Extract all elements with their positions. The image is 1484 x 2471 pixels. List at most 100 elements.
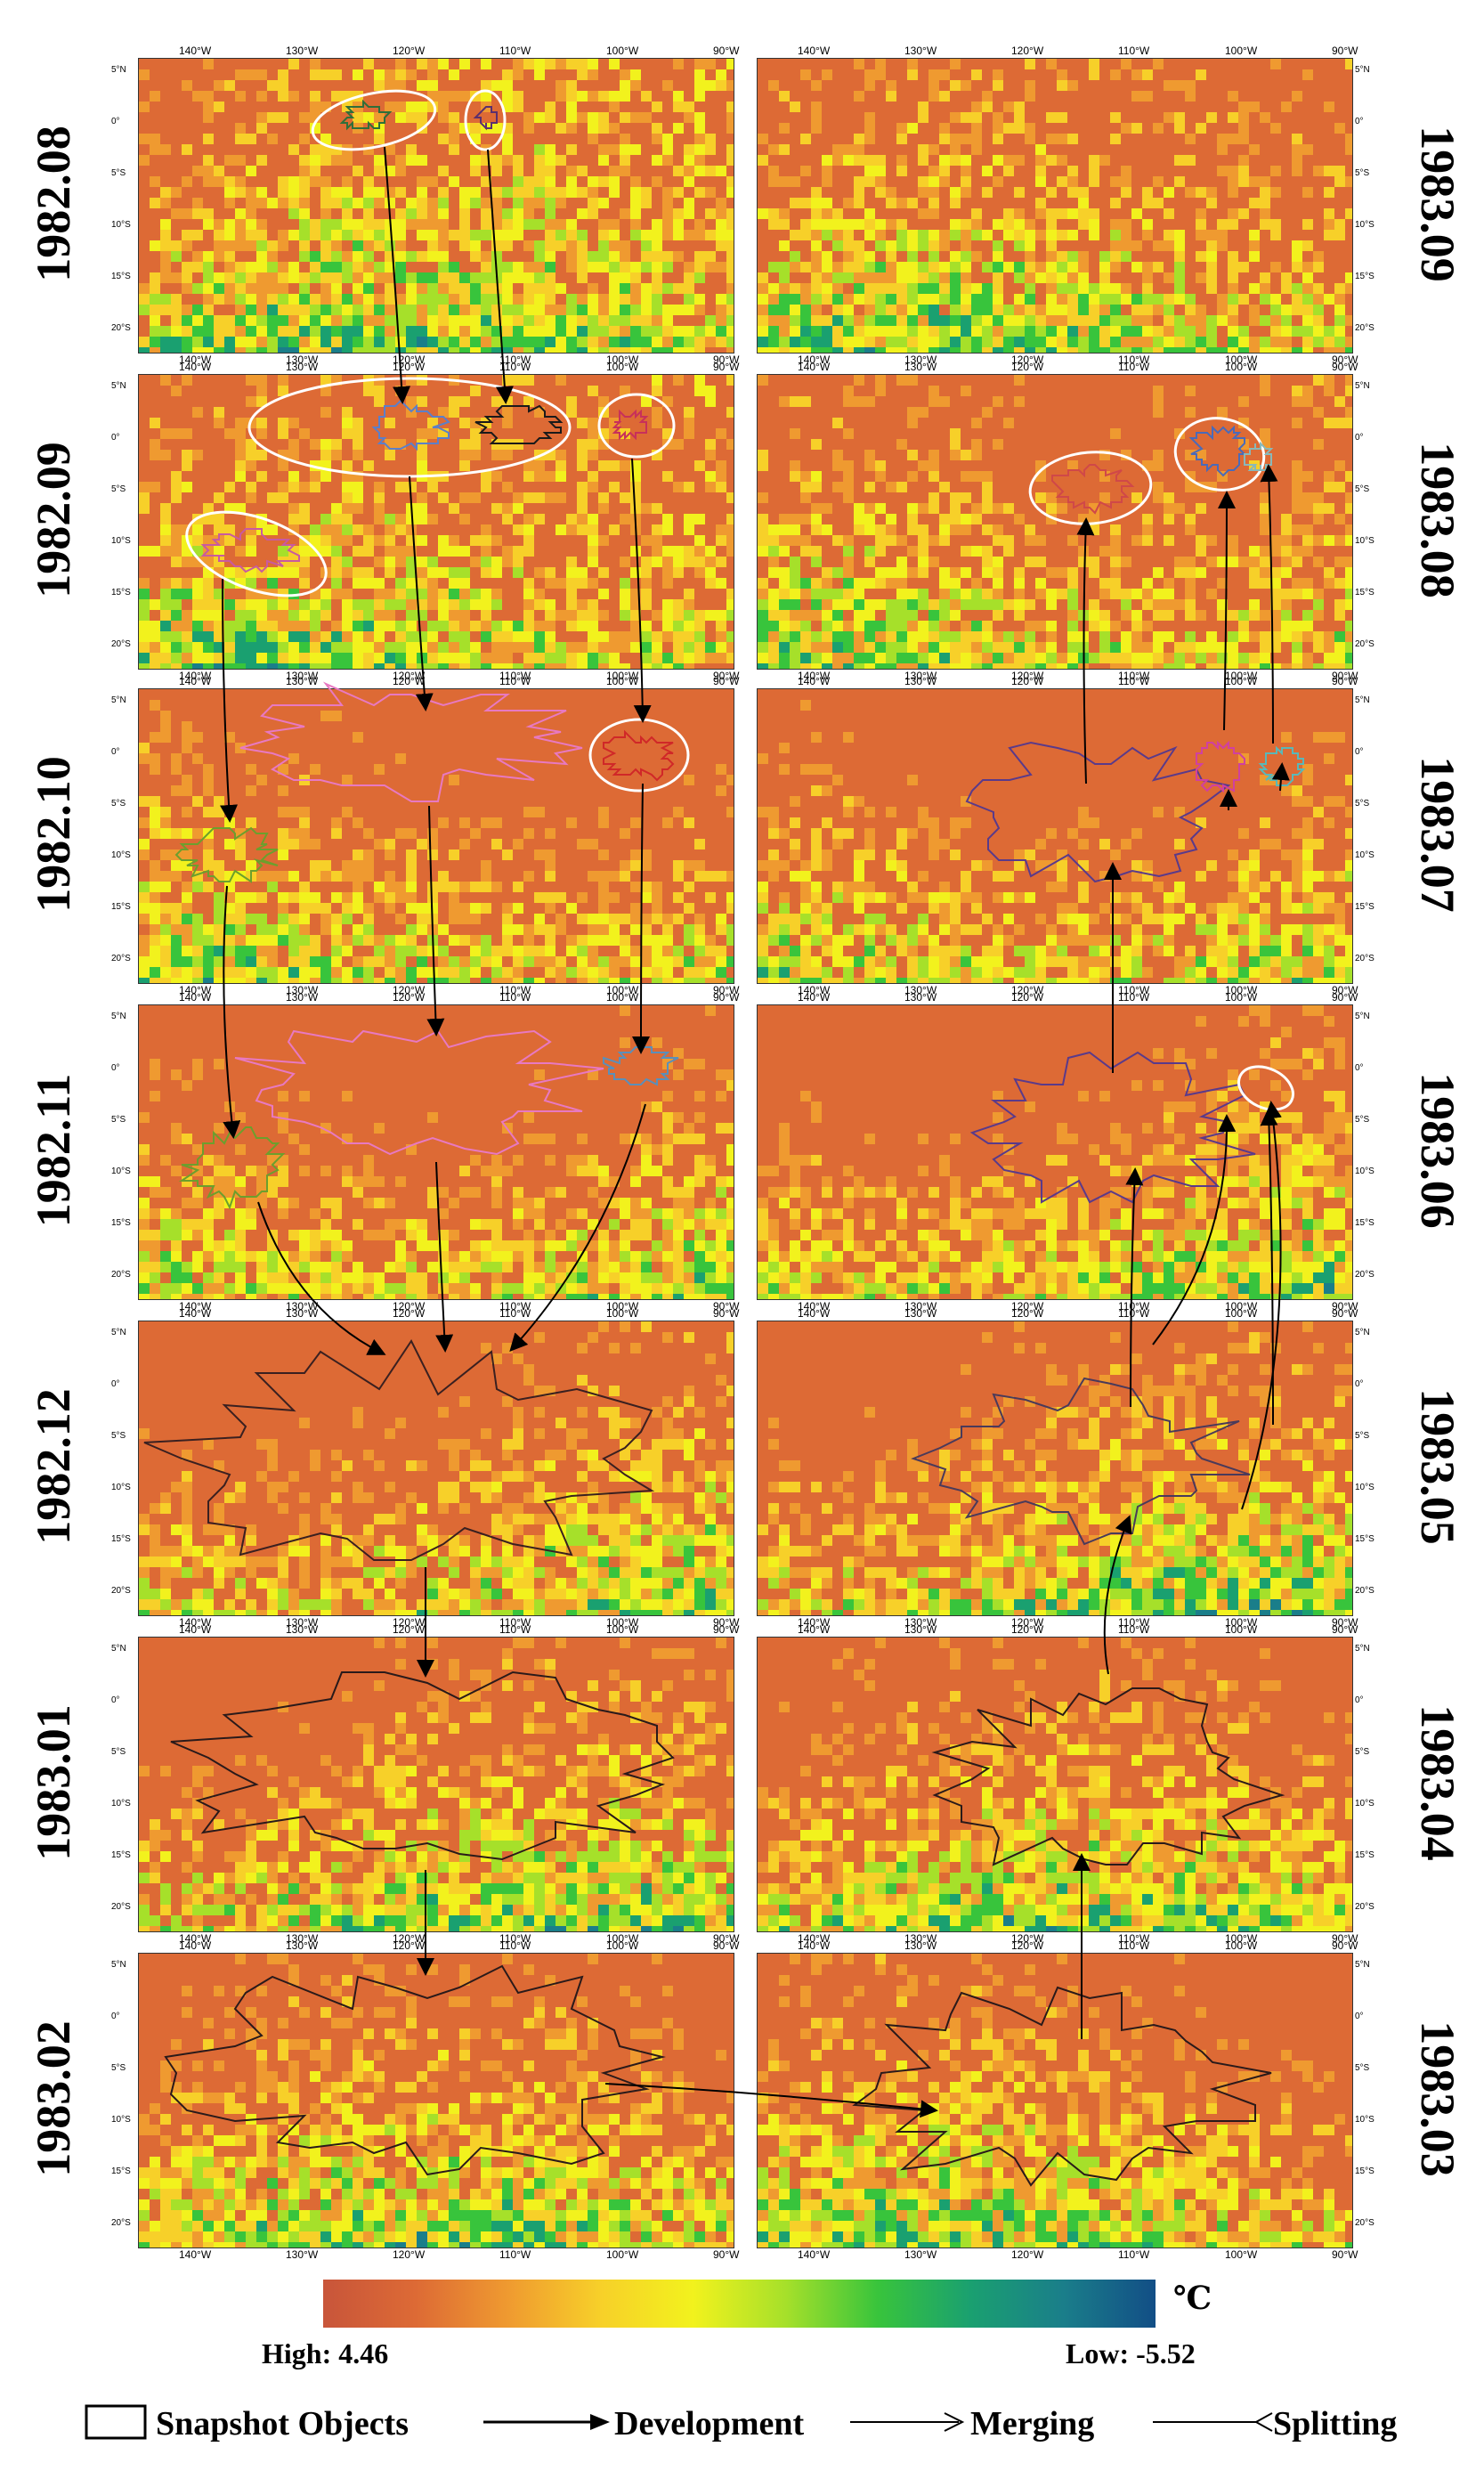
lat-tick-label: 10°S: [111, 2115, 131, 2125]
lon-tick-label: 100°W: [606, 361, 639, 373]
lon-tick-label: 120°W: [1011, 45, 1044, 57]
lon-tick-label: 140°W: [798, 361, 831, 373]
lon-tick-label: 130°W: [904, 1616, 937, 1629]
lat-tick-label: 15°S: [111, 272, 131, 281]
lon-tick-label: 90°W: [1332, 991, 1358, 1004]
lat-tick-label: 0°: [1355, 2012, 1364, 2021]
colorbar-gradient: [323, 2280, 1156, 2328]
lat-tick-label: 0°: [1355, 747, 1364, 757]
lon-tick-label: 120°W: [393, 354, 426, 366]
legend-splitting-label: Splitting: [1273, 2405, 1398, 2443]
lon-tick-label: 110°W: [499, 1932, 531, 1945]
map-panel-left-4: [138, 1004, 734, 1300]
lon-tick-label: 130°W: [904, 991, 937, 1004]
colorbar: [323, 2280, 1156, 2328]
lon-tick-label: 90°W: [1332, 1616, 1358, 1629]
lon-tick-label: 130°W: [904, 670, 937, 682]
lat-tick-label: 0°: [111, 2012, 120, 2021]
lon-tick-label: 120°W: [393, 1300, 426, 1313]
legend-snapshot-icon: [85, 2404, 147, 2440]
lat-tick-label: 0°: [111, 1063, 120, 1073]
lat-tick-label: 5°N: [1355, 695, 1370, 705]
lon-tick-label: 140°W: [179, 1623, 212, 1636]
lat-tick-label: 10°S: [1355, 2115, 1375, 2125]
lon-tick-label: 100°W: [1225, 984, 1258, 996]
lon-tick-label: 140°W: [798, 354, 831, 366]
lon-tick-label: 130°W: [286, 354, 319, 366]
lon-tick-label: 120°W: [1011, 984, 1044, 996]
lat-tick-label: 15°S: [111, 1534, 131, 1544]
panel-date-label: 1983.07: [1411, 756, 1464, 913]
map-panel-left-2: [138, 374, 734, 670]
lat-tick-label: 10°S: [111, 536, 131, 546]
lon-tick-label: 100°W: [606, 45, 639, 57]
lon-tick-label: 100°W: [606, 1616, 639, 1629]
lon-tick-label: 90°W: [713, 1932, 740, 1945]
map-panel-left-5: [138, 1321, 734, 1616]
lon-tick-label: 130°W: [286, 1932, 319, 1945]
lon-tick-label: 120°W: [393, 1623, 426, 1636]
lon-tick-label: 110°W: [499, 1623, 531, 1636]
lon-tick-label: 140°W: [179, 45, 212, 57]
lon-tick-label: 100°W: [606, 1307, 639, 1320]
lat-tick-label: 0°: [111, 747, 120, 757]
map-panel-left-3: [138, 688, 734, 984]
lon-tick-label: 120°W: [393, 1307, 426, 1320]
sst-anomaly-field: [758, 1005, 1352, 1299]
lon-tick-label: 120°W: [1011, 1616, 1044, 1629]
lon-tick-label: 110°W: [499, 984, 531, 996]
lat-tick-label: 0°: [1355, 433, 1364, 443]
panel-date-label: 1983.09: [1411, 126, 1464, 282]
lat-tick-label: 10°S: [1355, 1166, 1375, 1176]
lat-tick-label: 5°S: [111, 799, 126, 809]
lat-tick-label: 5°S: [111, 1115, 126, 1125]
lon-tick-label: 110°W: [499, 1300, 531, 1313]
lat-tick-label: 20°S: [1355, 2218, 1375, 2228]
lon-tick-label: 120°W: [1011, 675, 1044, 687]
lat-tick-label: 5°S: [111, 1747, 126, 1757]
lat-tick-label: 15°S: [111, 1850, 131, 1860]
sst-anomaly-field: [758, 1321, 1352, 1615]
lat-tick-label: 0°: [1355, 117, 1364, 126]
panel-date-label: 1983.06: [1411, 1072, 1464, 1229]
lon-tick-label: 130°W: [904, 1623, 937, 1636]
lon-tick-label: 100°W: [1225, 1616, 1258, 1629]
lat-tick-label: 20°S: [1355, 954, 1375, 963]
lat-tick-label: 5°S: [1355, 1747, 1370, 1757]
lat-tick-label: 15°S: [1355, 1850, 1375, 1860]
lon-tick-label: 90°W: [1332, 670, 1358, 682]
map-panel-left-6: [138, 1637, 734, 1932]
lon-tick-label: 100°W: [1225, 675, 1258, 687]
lon-tick-label: 130°W: [286, 991, 319, 1004]
panel-date-label: 1982.09: [27, 442, 80, 598]
lon-tick-label: 90°W: [1332, 1932, 1358, 1945]
lon-tick-label: 130°W: [904, 1300, 937, 1313]
panel-date-label: 1983.05: [1411, 1388, 1464, 1545]
lat-tick-label: 20°S: [1355, 323, 1375, 333]
lon-tick-label: 110°W: [1118, 361, 1150, 373]
lon-tick-label: 130°W: [904, 2248, 937, 2261]
lat-tick-label: 0°: [1355, 1063, 1364, 1073]
lon-tick-label: 110°W: [1118, 1623, 1150, 1636]
lon-tick-label: 120°W: [1011, 1300, 1044, 1313]
lon-tick-label: 110°W: [499, 361, 531, 373]
lon-tick-label: 110°W: [499, 675, 531, 687]
lon-tick-label: 90°W: [1332, 45, 1358, 57]
lon-tick-label: 140°W: [179, 2248, 212, 2261]
lon-tick-label: 140°W: [798, 1932, 831, 1945]
lon-tick-label: 100°W: [606, 354, 639, 366]
lon-tick-label: 110°W: [499, 670, 531, 682]
sst-anomaly-field: [758, 375, 1352, 669]
lat-tick-label: 15°S: [111, 902, 131, 912]
lon-tick-label: 100°W: [606, 675, 639, 687]
lon-tick-label: 90°W: [1332, 675, 1358, 687]
lon-tick-label: 110°W: [1118, 1300, 1150, 1313]
lon-tick-label: 90°W: [713, 984, 740, 996]
lon-tick-label: 90°W: [1332, 2248, 1358, 2261]
map-panel-right-3: [757, 688, 1353, 984]
lon-tick-label: 90°W: [713, 991, 740, 1004]
lat-tick-label: 15°S: [1355, 272, 1375, 281]
lon-tick-label: 100°W: [606, 1300, 639, 1313]
lon-tick-label: 140°W: [179, 984, 212, 996]
lon-tick-label: 90°W: [1332, 354, 1358, 366]
